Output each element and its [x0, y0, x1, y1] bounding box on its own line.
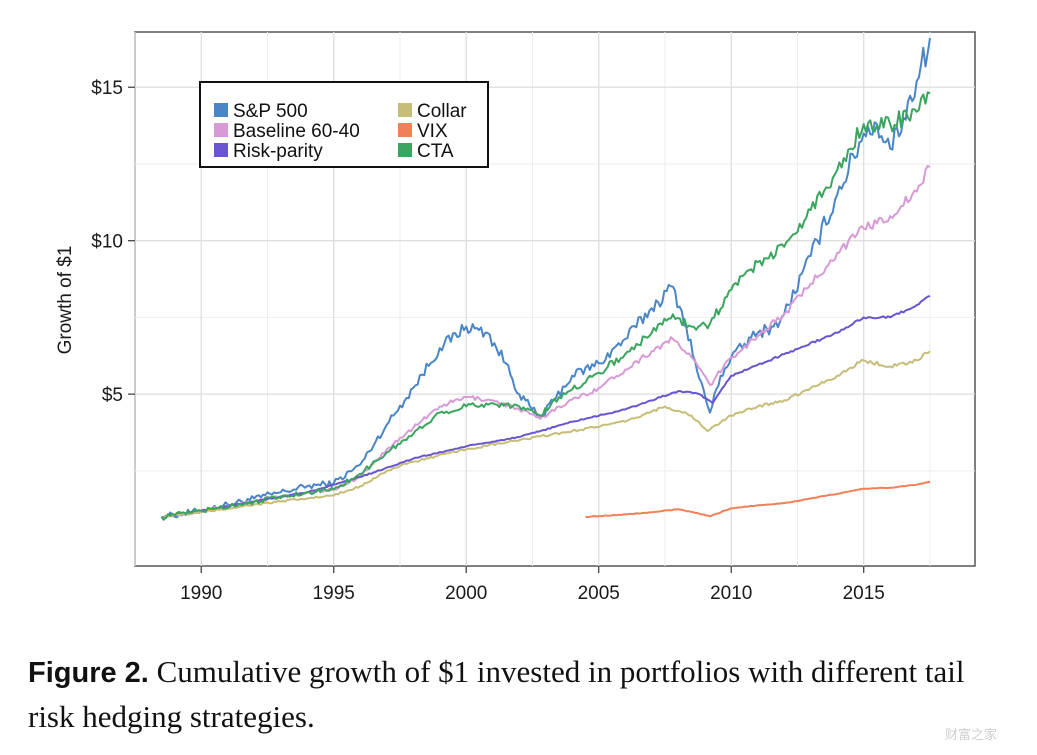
- legend-swatch-cta: [398, 143, 412, 157]
- series-line-vix: [585, 480, 931, 519]
- series-line-cta: [160, 91, 931, 520]
- series-lines: [160, 37, 931, 521]
- y-axis-label: Growth of $1: [55, 246, 76, 355]
- x-tick-label: 2015: [843, 583, 885, 604]
- watermark: 财富之家: [944, 728, 997, 743]
- legend-label-s-p-500: S&P 500: [233, 101, 308, 122]
- legend-swatch-s-p-500: [214, 103, 228, 117]
- axes: 1990 1995 2000 2005 2010 2015 $5 $10 $15: [91, 78, 885, 604]
- legend-label-collar: Collar: [417, 101, 467, 122]
- x-tick-label: 2005: [578, 583, 620, 604]
- x-tick-label: 2000: [445, 583, 487, 604]
- chart: 1990 1995 2000 2005 2010 2015 $5 $10 $15 Growth …: [55, 31, 976, 604]
- series-line-s-p-500: [160, 37, 931, 521]
- caption-label: Figure 2.: [28, 657, 149, 689]
- legend-label-vix: VIX: [417, 121, 448, 142]
- figure-caption: Figure 2. Cumulative growth of $1 invest…: [28, 650, 1018, 738]
- x-tick-label: 2010: [710, 583, 752, 604]
- legend-label-risk-parity: Risk-parity: [233, 141, 323, 162]
- x-tick-label: 1990: [180, 583, 222, 604]
- legend-label-baseline-60-40: Baseline 60-40: [233, 121, 360, 142]
- legend-swatch-vix: [398, 123, 412, 137]
- y-tick-label: $10: [91, 232, 123, 253]
- series-line-collar: [161, 350, 931, 519]
- legend-swatch-collar: [398, 103, 412, 117]
- x-tick-label: 1995: [313, 583, 355, 604]
- legend-box: [199, 81, 489, 168]
- caption-text: Cumulative growth of $1 invested in port…: [28, 654, 965, 734]
- y-tick-label: $5: [102, 385, 123, 406]
- series-line-risk-parity: [161, 294, 931, 519]
- legend-swatch-baseline-60-40: [214, 123, 228, 137]
- y-tick-label: $15: [91, 78, 123, 99]
- legend-swatch-risk-parity: [214, 143, 228, 157]
- legend-label-cta: CTA: [417, 141, 454, 162]
